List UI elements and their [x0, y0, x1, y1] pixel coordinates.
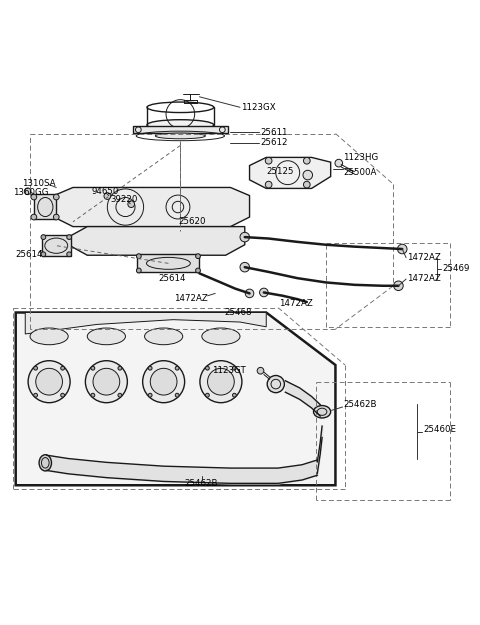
Ellipse shape: [144, 328, 183, 345]
Circle shape: [207, 368, 234, 395]
Circle shape: [91, 366, 95, 370]
Circle shape: [240, 232, 250, 242]
Circle shape: [200, 361, 242, 403]
Ellipse shape: [202, 328, 240, 345]
Circle shape: [240, 262, 250, 272]
Circle shape: [60, 366, 64, 370]
Circle shape: [34, 393, 37, 397]
Text: 25462B: 25462B: [343, 399, 377, 409]
Circle shape: [67, 252, 72, 257]
Circle shape: [148, 366, 152, 370]
Ellipse shape: [147, 120, 214, 130]
Circle shape: [53, 194, 59, 200]
Circle shape: [143, 361, 185, 403]
Circle shape: [196, 268, 200, 273]
Text: 25614: 25614: [16, 250, 43, 259]
Circle shape: [303, 181, 310, 188]
Polygon shape: [68, 227, 245, 255]
Circle shape: [136, 268, 141, 273]
Circle shape: [118, 366, 122, 370]
Ellipse shape: [156, 133, 205, 139]
Circle shape: [104, 192, 111, 199]
Circle shape: [34, 366, 37, 370]
Polygon shape: [137, 254, 199, 272]
Text: 1123GX: 1123GX: [241, 102, 276, 112]
Circle shape: [260, 288, 268, 297]
Text: 1472AZ: 1472AZ: [279, 299, 313, 308]
Polygon shape: [54, 188, 250, 227]
Polygon shape: [132, 126, 228, 133]
Circle shape: [28, 361, 70, 403]
Circle shape: [148, 393, 152, 397]
Text: 1360GG: 1360GG: [13, 188, 49, 197]
Circle shape: [118, 393, 122, 397]
Circle shape: [175, 366, 179, 370]
Polygon shape: [34, 194, 56, 219]
Polygon shape: [42, 235, 71, 256]
Text: 1472AZ: 1472AZ: [174, 294, 207, 302]
Text: 1310SA: 1310SA: [22, 179, 55, 188]
Circle shape: [267, 376, 284, 392]
Circle shape: [205, 393, 209, 397]
Circle shape: [91, 393, 95, 397]
Circle shape: [36, 368, 62, 395]
Text: 25620: 25620: [178, 217, 205, 226]
Circle shape: [245, 289, 254, 298]
Circle shape: [232, 366, 236, 370]
Circle shape: [93, 368, 120, 395]
Circle shape: [31, 194, 36, 200]
Circle shape: [85, 361, 127, 403]
Circle shape: [303, 170, 312, 180]
Circle shape: [150, 368, 177, 395]
Circle shape: [175, 393, 179, 397]
Circle shape: [196, 254, 200, 259]
Circle shape: [41, 252, 46, 257]
Circle shape: [232, 393, 236, 397]
Polygon shape: [250, 158, 331, 188]
Circle shape: [394, 281, 403, 291]
Polygon shape: [16, 312, 336, 485]
Circle shape: [265, 181, 272, 188]
Text: 25612: 25612: [260, 138, 288, 147]
Circle shape: [60, 393, 64, 397]
Text: 25500A: 25500A: [343, 168, 376, 177]
Text: 25468: 25468: [225, 308, 252, 317]
Text: 94650: 94650: [91, 188, 119, 196]
Ellipse shape: [30, 328, 68, 345]
Text: 39220: 39220: [110, 196, 138, 204]
Text: 25614: 25614: [158, 274, 185, 282]
Circle shape: [24, 188, 31, 194]
Circle shape: [257, 368, 264, 374]
Circle shape: [265, 158, 272, 164]
Ellipse shape: [313, 406, 331, 418]
Text: 1472AZ: 1472AZ: [407, 253, 441, 262]
Text: 1472AZ: 1472AZ: [407, 274, 441, 283]
Text: 25611: 25611: [260, 127, 288, 137]
Circle shape: [136, 254, 141, 259]
Text: 25462B: 25462B: [184, 479, 217, 488]
Circle shape: [303, 158, 310, 164]
Circle shape: [31, 214, 36, 220]
Text: 25469: 25469: [443, 264, 470, 273]
Ellipse shape: [39, 455, 51, 471]
Text: 25125: 25125: [266, 168, 294, 176]
Circle shape: [67, 235, 72, 239]
Circle shape: [397, 244, 407, 254]
Text: 1123GT: 1123GT: [212, 366, 246, 375]
Circle shape: [53, 214, 59, 220]
Circle shape: [128, 201, 134, 208]
Circle shape: [335, 159, 343, 167]
Text: 25460E: 25460E: [423, 425, 456, 434]
Circle shape: [205, 366, 209, 370]
Ellipse shape: [87, 328, 125, 345]
Text: 1123HG: 1123HG: [343, 153, 378, 162]
Circle shape: [41, 235, 46, 239]
Polygon shape: [25, 312, 266, 334]
